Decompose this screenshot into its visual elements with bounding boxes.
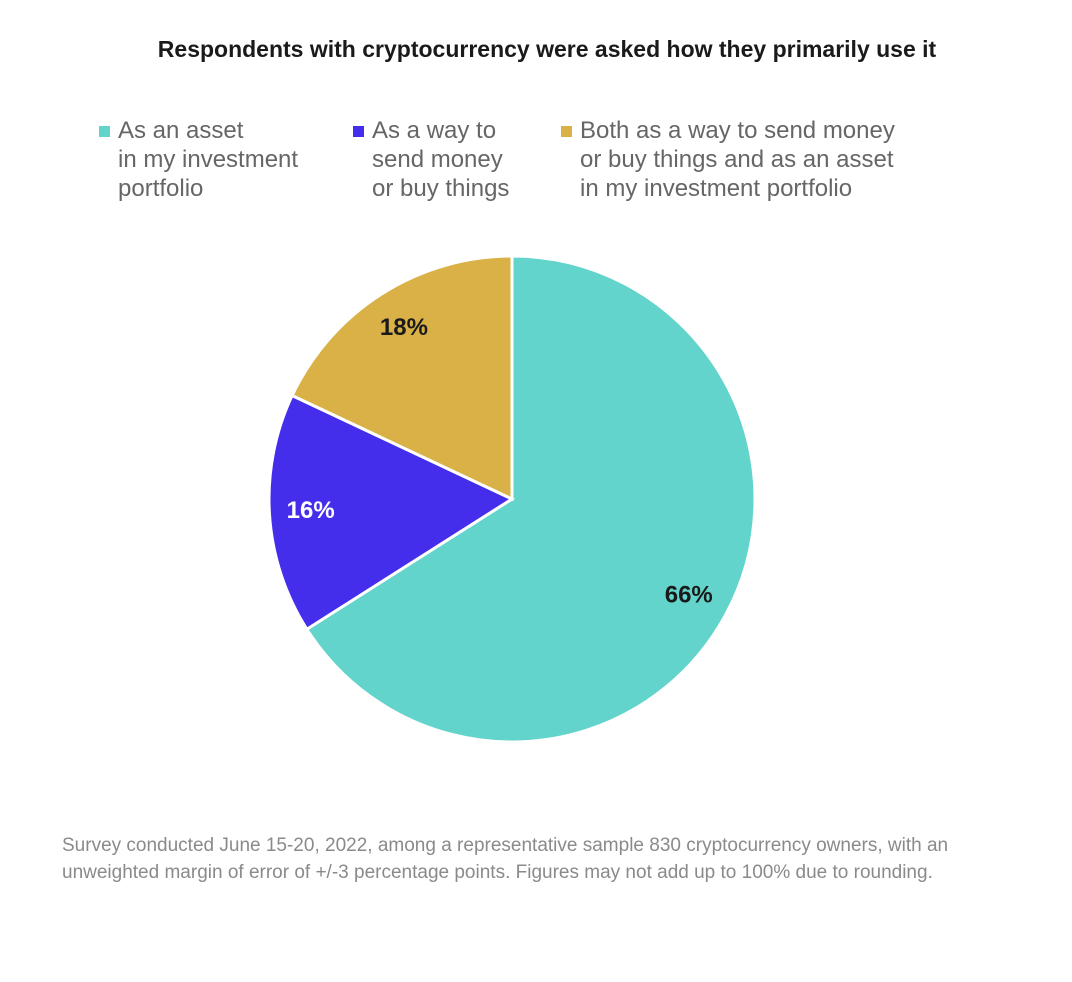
pie-slice [304,254,757,744]
footnote: Survey conducted June 15-20, 2022, among… [62,835,949,883]
data-label: 16% [287,497,335,524]
pie-slice [267,393,516,632]
legend-item: Both as a way to send money or buy thing… [561,116,895,203]
chart-title: Respondents with cryptocurrency were ask… [157,36,937,62]
data-label: 66% [665,582,713,609]
legend-swatch [561,126,572,137]
legend-label: Both as a way to send money or buy thing… [580,117,895,202]
legend-item: As a way to send money or buy things [353,116,510,203]
legend-label: As an asset in my investment portfolio [118,117,299,202]
legend-item: As an asset in my investment portfolio [99,116,299,203]
legend-swatch [353,126,364,137]
data-label: 18% [380,314,428,341]
legend-label: As a way to send money or buy things [372,117,510,202]
legend-swatch [99,126,110,137]
pie-slice [290,254,514,502]
